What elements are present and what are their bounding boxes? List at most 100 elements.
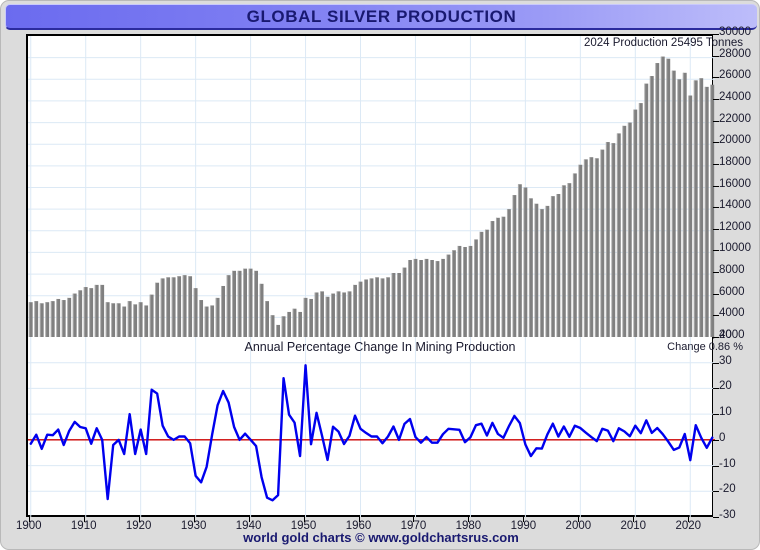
y-axis-tick — [713, 34, 719, 35]
bar — [89, 288, 94, 339]
bar — [572, 173, 577, 339]
bar — [347, 291, 352, 339]
bar — [600, 149, 605, 339]
y-axis-tick — [713, 388, 719, 390]
bar — [479, 231, 484, 339]
bar — [545, 205, 550, 339]
x-axis-tick — [248, 517, 250, 522]
bar — [72, 293, 77, 339]
bar — [468, 245, 473, 339]
page-title: GLOBAL SILVER PRODUCTION — [246, 6, 517, 26]
bar — [490, 221, 495, 339]
bar — [237, 270, 242, 339]
bar — [149, 294, 154, 339]
y-axis-label-tonnes: 26000 — [719, 69, 751, 82]
bar — [50, 301, 55, 339]
bar — [424, 258, 429, 339]
bar — [523, 187, 528, 339]
bar — [171, 277, 176, 339]
x-axis-tick — [413, 517, 415, 522]
bar — [116, 303, 121, 339]
bar — [353, 284, 357, 339]
x-axis-label-year: 2000 — [565, 520, 592, 532]
bar — [342, 292, 346, 339]
bar — [660, 56, 665, 339]
y-axis-label-tonnes: 30000 — [719, 26, 751, 38]
bar — [254, 270, 259, 339]
bar — [292, 308, 297, 339]
bar — [666, 58, 671, 339]
bar — [380, 278, 385, 339]
bar — [133, 304, 138, 339]
bar — [677, 79, 682, 339]
y-axis-label-tonnes: 2000 — [719, 329, 745, 341]
bar — [122, 306, 127, 339]
bar — [166, 277, 171, 339]
bar — [309, 298, 313, 339]
bar — [704, 86, 709, 339]
bar — [127, 301, 132, 339]
bar — [512, 195, 517, 339]
x-axis-tick — [578, 517, 580, 522]
bar — [325, 296, 330, 339]
x-axis-tick — [688, 517, 690, 522]
production-bar-chart-svg — [28, 36, 715, 339]
y-axis-tick — [713, 98, 719, 100]
bar — [463, 247, 467, 339]
x-axis-label-year: 1950 — [290, 520, 317, 532]
bar — [397, 272, 401, 339]
bar — [111, 303, 116, 339]
bar — [699, 78, 704, 339]
pct-change-subtitle: Annual Percentage Change In Mining Produ… — [244, 340, 516, 354]
x-axis-label-year: 1960 — [345, 520, 372, 532]
bar — [94, 284, 99, 339]
y-axis-tick — [713, 465, 719, 467]
bar — [215, 297, 220, 339]
y-axis-tick — [713, 414, 719, 416]
bar — [331, 293, 335, 339]
y-axis-tick — [713, 517, 719, 518]
bar — [210, 305, 215, 339]
bar — [78, 290, 83, 339]
y-axis-label-tonnes: 16000 — [719, 177, 751, 190]
bar — [270, 315, 275, 339]
bar — [364, 279, 368, 339]
bar — [413, 258, 418, 339]
bar — [391, 272, 396, 339]
bar — [138, 302, 143, 339]
bar — [369, 278, 374, 339]
y-axis-tick — [713, 55, 719, 57]
bar — [204, 306, 209, 339]
bar — [182, 275, 187, 339]
x-axis-tick — [633, 517, 635, 522]
x-axis-label-year: 1980 — [455, 520, 482, 532]
pct-change-line-chart-svg — [28, 337, 715, 517]
bar — [556, 193, 561, 339]
bar — [452, 250, 456, 339]
y-axis-tick — [713, 228, 719, 230]
bar — [144, 305, 149, 339]
x-axis-tick — [83, 517, 85, 522]
y-axis-tick — [713, 185, 719, 187]
bar — [39, 303, 44, 339]
bar — [539, 209, 544, 339]
y-axis-label-percent: -10 — [719, 457, 736, 470]
bar — [616, 133, 621, 339]
x-axis-tick — [193, 517, 195, 522]
bar — [446, 254, 451, 339]
bar — [534, 203, 539, 339]
y-axis-label-percent: -20 — [719, 483, 736, 496]
bar — [578, 164, 583, 339]
bar — [243, 268, 248, 339]
y-axis-label-tonnes: 20000 — [719, 134, 751, 147]
y-axis-tick — [713, 163, 719, 165]
bar — [583, 159, 588, 339]
y-axis-label-percent: 10 — [719, 406, 732, 419]
title-bar: GLOBAL SILVER PRODUCTION — [5, 4, 757, 30]
y-axis-tick — [713, 315, 719, 317]
change-annotation: Change 0.86 % — [667, 341, 743, 353]
bar — [638, 103, 643, 339]
bar — [457, 245, 462, 339]
bar — [193, 288, 198, 339]
bar — [671, 70, 676, 339]
